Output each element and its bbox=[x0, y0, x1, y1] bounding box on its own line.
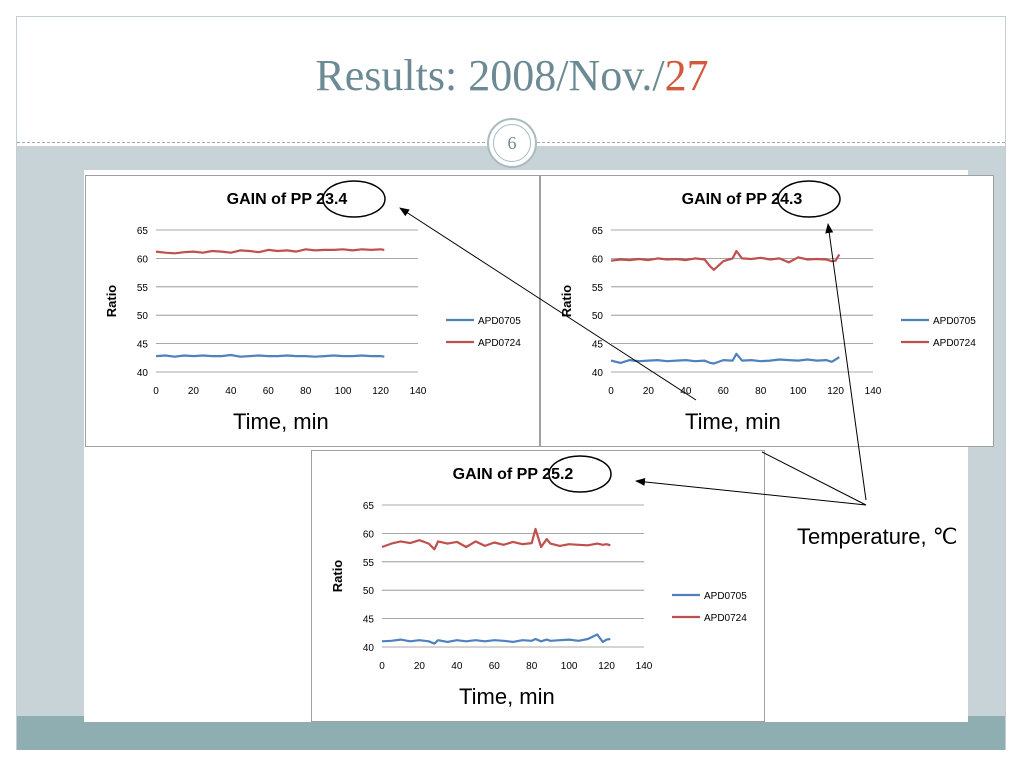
x-tick-label: 40 bbox=[225, 386, 237, 397]
slide-title: Results: 2008/Nov./27 bbox=[0, 50, 1024, 101]
slide-title-date: 27 bbox=[664, 51, 709, 100]
chart-title: GAIN of PP 25.2 bbox=[453, 466, 574, 483]
page-number: 6 bbox=[493, 124, 531, 162]
x-tick-label: 60 bbox=[263, 386, 275, 397]
x-tick-label: 0 bbox=[153, 386, 159, 397]
temperature-highlight-circle bbox=[777, 180, 841, 218]
legend-label-apd0705: APD0705 bbox=[478, 316, 521, 327]
x-tick-label: 100 bbox=[561, 661, 578, 672]
y-tick-label: 65 bbox=[592, 226, 604, 237]
y-tick-label: 45 bbox=[363, 615, 375, 626]
x-tick-label: 100 bbox=[335, 386, 352, 397]
series-line-apd0724 bbox=[381, 527, 611, 551]
x-tick-label: 20 bbox=[643, 386, 655, 397]
x-tick-label: 80 bbox=[526, 661, 538, 672]
temperature-label: Temperature, ℃ bbox=[797, 524, 958, 549]
y-tick-label: 40 bbox=[363, 643, 375, 654]
x-tick-label: 80 bbox=[300, 386, 312, 397]
arrow-to-chart-1-temperature bbox=[399, 207, 697, 401]
x-tick-label: 120 bbox=[827, 386, 844, 397]
x-tick-label: 80 bbox=[755, 386, 767, 397]
y-axis-label: Ratio bbox=[559, 285, 574, 318]
temperature-highlight-circle bbox=[322, 180, 386, 218]
x-tick-label: 40 bbox=[680, 386, 692, 397]
y-tick-label: 55 bbox=[137, 283, 149, 294]
y-tick-label: 50 bbox=[592, 311, 604, 322]
series-line-apd0705 bbox=[610, 352, 840, 365]
page-number-badge: 6 bbox=[487, 118, 537, 168]
chart-title: GAIN of PP 23.4 bbox=[227, 191, 348, 208]
series-line-apd0705 bbox=[381, 633, 611, 645]
chart-1-svg: GAIN of PP 23.4 40 45 50 55 60 65 0 20 40 60 80 100 1… bbox=[104, 180, 521, 397]
x-tick-label: 120 bbox=[372, 386, 389, 397]
chart-gain-pp-23-4: GAIN of PP 23.4 40 45 50 55 60 65 0 20 40 60 80 100 1… bbox=[85, 175, 540, 447]
series-line-apd0724 bbox=[155, 248, 385, 255]
x-tick-label: 60 bbox=[718, 386, 730, 397]
y-tick-label: 50 bbox=[137, 311, 149, 322]
x-tick-label: 60 bbox=[489, 661, 501, 672]
x-tick-label: 140 bbox=[636, 661, 653, 672]
legend-label-apd0724: APD0724 bbox=[933, 338, 976, 349]
series-line-apd0724 bbox=[610, 249, 841, 271]
chart-gain-pp-25-2: GAIN of PP 25.2 40 45 50 55 60 65 0 20 40 60 80 100 1… bbox=[311, 450, 765, 722]
y-tick-label: 60 bbox=[592, 254, 604, 265]
chart-2-svg: GAIN of PP 24.3 40 45 50 55 60 65 0 20 40 60 80 100 1… bbox=[559, 180, 976, 397]
x-tick-label: 100 bbox=[790, 386, 807, 397]
arrow-to-chart-3-temperature bbox=[635, 477, 867, 506]
y-tick-label: 45 bbox=[592, 340, 604, 351]
x-tick-label: 20 bbox=[188, 386, 200, 397]
chart-3-svg: GAIN of PP 25.2 40 45 50 55 60 65 0 20 40 60 80 100 1… bbox=[330, 455, 747, 672]
x-tick-label: 140 bbox=[410, 386, 427, 397]
legend-label-apd0724: APD0724 bbox=[478, 338, 521, 349]
arrow-to-chart-2-temperature bbox=[825, 223, 867, 501]
temperature-highlight-circle bbox=[548, 455, 612, 493]
y-tick-label: 55 bbox=[363, 558, 375, 569]
chart-2-time-caption: Time, min bbox=[685, 409, 781, 434]
series-line-apd0705 bbox=[155, 353, 385, 358]
legend-label-apd0724: APD0724 bbox=[704, 613, 747, 624]
y-tick-label: 65 bbox=[137, 226, 149, 237]
y-tick-label: 55 bbox=[592, 283, 604, 294]
x-tick-label: 20 bbox=[414, 661, 426, 672]
chart-3-time-caption: Time, min bbox=[459, 684, 555, 709]
legend-label-apd0705: APD0705 bbox=[933, 316, 976, 327]
arrow-tail-link bbox=[761, 451, 867, 506]
y-tick-label: 60 bbox=[137, 254, 149, 265]
x-tick-label: 140 bbox=[865, 386, 882, 397]
x-tick-label: 120 bbox=[598, 661, 615, 672]
y-tick-label: 40 bbox=[137, 368, 149, 379]
y-tick-label: 40 bbox=[592, 368, 604, 379]
y-tick-label: 45 bbox=[137, 340, 149, 351]
x-tick-label: 0 bbox=[608, 386, 614, 397]
x-tick-label: 40 bbox=[451, 661, 463, 672]
y-tick-label: 50 bbox=[363, 586, 375, 597]
y-tick-label: 60 bbox=[363, 529, 375, 540]
legend-label-apd0705: APD0705 bbox=[704, 591, 747, 602]
chart-1-time-caption: Time, min bbox=[233, 409, 329, 434]
x-tick-label: 0 bbox=[379, 661, 385, 672]
y-axis-label: Ratio bbox=[330, 560, 345, 593]
chart-title: GAIN of PP 24.3 bbox=[682, 191, 803, 208]
y-axis-label: Ratio bbox=[104, 285, 119, 318]
y-tick-label: 65 bbox=[363, 501, 375, 512]
chart-gain-pp-24-3: GAIN of PP 24.3 40 45 50 55 60 65 0 20 40 60 80 100 1… bbox=[540, 175, 994, 447]
slide-title-main: Results: 2008/Nov./ bbox=[315, 51, 665, 100]
